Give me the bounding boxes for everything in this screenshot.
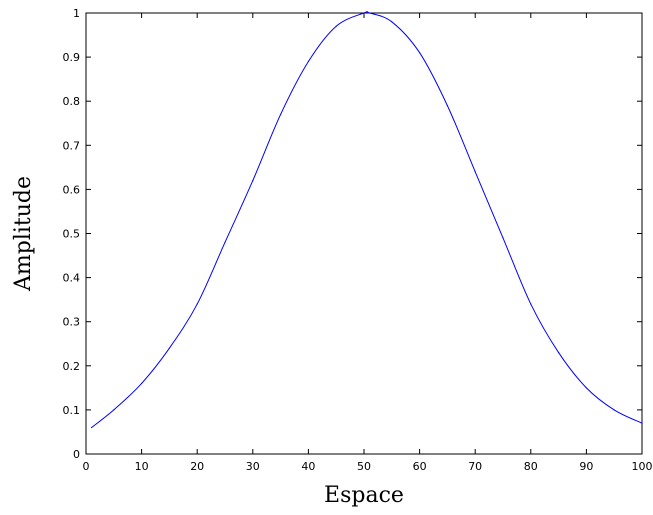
x-axis-ticks: 0 10 20 30 40 50 60 70 80 90 100 [83, 13, 653, 473]
data-point [196, 303, 198, 305]
x-tick-label: 10 [135, 460, 149, 473]
data-point [391, 21, 393, 23]
plot-frame [85, 12, 643, 455]
data-point [363, 12, 365, 14]
plot-area: 0 10 20 30 40 50 60 70 80 90 100 00.10.20.30.40.50… [63, 7, 653, 473]
data-point [558, 351, 560, 354]
data-point [474, 171, 476, 173]
data-point [419, 52, 421, 54]
x-tick-label: 30 [246, 460, 260, 473]
data-point [446, 105, 448, 107]
y-tick-label: 0 [73, 448, 80, 461]
data-point [113, 409, 115, 411]
x-tick-label: 0 [83, 460, 90, 473]
data-point [168, 347, 170, 349]
y-tick-label: 0.7 [63, 139, 81, 152]
x-tick-label: 50 [357, 460, 371, 473]
x-axis-label: Espace [324, 483, 404, 508]
y-tick-label: 0.6 [63, 183, 81, 196]
data-point [585, 387, 588, 389]
y-tick-label: 0.2 [63, 360, 81, 373]
data-point [335, 25, 337, 27]
data-point [368, 12, 371, 14]
y-tick-label: 1 [73, 7, 80, 20]
x-tick-label: 40 [301, 460, 315, 473]
y-tick-label: 0.8 [63, 95, 81, 108]
data-point [224, 241, 226, 243]
x-tick-label: 100 [632, 460, 653, 473]
data-point [141, 382, 143, 385]
x-tick-label: 70 [468, 460, 482, 473]
y-tick-label: 0.9 [63, 51, 81, 64]
series-line [91, 11, 643, 428]
x-tick-label: 80 [524, 460, 538, 473]
data-point [641, 422, 643, 424]
y-tick-label: 0.4 [63, 272, 81, 285]
data-point [613, 409, 615, 411]
y-tick-label: 0.1 [63, 404, 81, 417]
x-tick-label: 60 [413, 460, 427, 473]
data-point [90, 426, 93, 429]
y-tick-label: 0.5 [63, 228, 81, 241]
x-tick-label: 90 [579, 460, 593, 473]
data-point [280, 113, 282, 116]
series-group [90, 11, 643, 429]
y-axis-label: Amplitude [11, 176, 36, 292]
data-point [530, 303, 532, 305]
data-point [502, 237, 504, 239]
y-axis-ticks: 0 0.1 0.2 0.3 0.4 0.5 0.6 0.7 0.8 0.9 1 [63, 7, 642, 461]
x-tick-label: 20 [190, 460, 204, 473]
y-tick-label: 0.3 [63, 316, 81, 329]
data-point [252, 179, 254, 182]
data-point [307, 60, 309, 63]
